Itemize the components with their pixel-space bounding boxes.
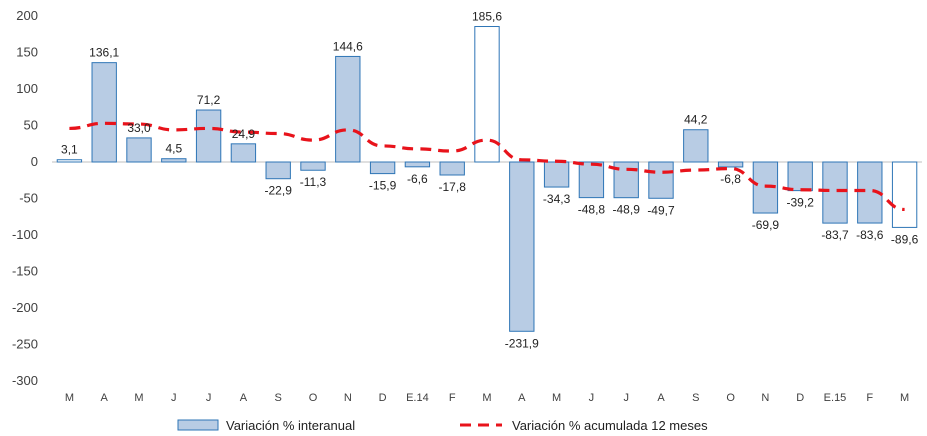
y-axis: 200 150 100 50 0 -50 -100 -150 -200 -250 -300 bbox=[12, 8, 38, 388]
x-tick-label: D bbox=[379, 392, 387, 404]
data-label: 33,0 bbox=[127, 121, 151, 135]
x-tick-label: D bbox=[796, 392, 804, 404]
bar bbox=[891, 161, 918, 228]
line-series bbox=[69, 121, 905, 212]
bar-series bbox=[56, 26, 918, 332]
data-label: -231,9 bbox=[505, 336, 539, 350]
data-label: -89,6 bbox=[891, 232, 919, 246]
data-label: -48,9 bbox=[613, 203, 641, 217]
x-tick-label: O bbox=[726, 392, 735, 404]
data-label: 24,9 bbox=[232, 127, 256, 141]
x-tick-label: J bbox=[171, 392, 177, 404]
bar bbox=[578, 161, 605, 199]
y-tick-label: -100 bbox=[12, 227, 38, 242]
bar bbox=[474, 26, 500, 163]
data-label: -34,3 bbox=[543, 192, 571, 206]
x-tick-label: M bbox=[552, 392, 561, 404]
bar bbox=[717, 161, 744, 168]
legend: Variación % interanual Variación % acumu… bbox=[177, 418, 708, 433]
x-tick-label: M bbox=[134, 392, 143, 404]
y-tick-label: -300 bbox=[12, 373, 38, 388]
y-tick-label: 0 bbox=[31, 154, 38, 169]
legend-bar-label: Variación % interanual bbox=[226, 418, 355, 433]
data-label: -49,7 bbox=[647, 203, 675, 217]
x-tick-label: J bbox=[623, 392, 629, 404]
data-label: -48,8 bbox=[578, 203, 606, 217]
x-axis: M A M J J A S O N D E.14 F M A M J J A S O N D E.15 F M bbox=[65, 392, 909, 404]
y-tick-label: -250 bbox=[12, 337, 38, 352]
data-labels: 3,1 136,1 33,0 4,5 71,2 24,9 -22,9 -11,3 144,6 -1… bbox=[61, 10, 919, 351]
x-tick-label: M bbox=[65, 392, 74, 404]
data-label: -83,6 bbox=[856, 228, 884, 242]
bar bbox=[300, 161, 326, 171]
bar bbox=[822, 161, 848, 224]
data-label: 44,2 bbox=[684, 113, 708, 127]
bar bbox=[335, 55, 361, 163]
x-tick-label: O bbox=[309, 392, 318, 404]
bar bbox=[683, 129, 709, 163]
y-tick-label: 150 bbox=[16, 45, 38, 60]
x-tick-label: J bbox=[206, 392, 212, 404]
y-tick-label: -200 bbox=[12, 300, 38, 315]
x-tick-label: E.15 bbox=[824, 392, 847, 404]
data-label: -83,7 bbox=[821, 228, 849, 242]
bar bbox=[369, 161, 396, 175]
bar bbox=[91, 62, 117, 163]
bar bbox=[161, 158, 187, 163]
data-label: -39,2 bbox=[787, 196, 815, 210]
bar bbox=[543, 161, 570, 188]
y-tick-label: 200 bbox=[16, 8, 38, 23]
bar bbox=[195, 109, 222, 163]
data-label: -22,9 bbox=[265, 184, 293, 198]
data-label: -17,8 bbox=[439, 180, 467, 194]
x-tick-label: J bbox=[589, 392, 595, 404]
x-tick-label: A bbox=[518, 392, 526, 404]
bar bbox=[439, 161, 465, 176]
x-tick-label: N bbox=[761, 392, 769, 404]
data-label: 185,6 bbox=[472, 10, 502, 24]
data-label: 136,1 bbox=[89, 46, 119, 60]
data-label: 71,2 bbox=[197, 93, 221, 107]
x-tick-label: E.14 bbox=[406, 392, 429, 404]
x-tick-label: F bbox=[449, 392, 456, 404]
cumulative-line bbox=[69, 121, 905, 212]
bar bbox=[648, 161, 674, 199]
data-label: -11,3 bbox=[300, 175, 327, 189]
legend-line-label: Variación % acumulada 12 meses bbox=[512, 418, 708, 433]
x-tick-label: A bbox=[657, 392, 665, 404]
x-tick-label: S bbox=[692, 392, 699, 404]
data-label: 3,1 bbox=[61, 143, 78, 157]
data-label: 144,6 bbox=[333, 39, 363, 53]
bar bbox=[509, 161, 535, 332]
bar bbox=[787, 161, 813, 192]
x-tick-label: M bbox=[900, 392, 909, 404]
x-tick-label: A bbox=[101, 392, 109, 404]
data-label: 4,5 bbox=[165, 142, 182, 156]
bar bbox=[265, 161, 291, 180]
bar bbox=[404, 161, 431, 168]
bar bbox=[230, 143, 257, 163]
data-label: -15,9 bbox=[369, 179, 397, 193]
x-tick-label: N bbox=[344, 392, 352, 404]
data-label: -69,9 bbox=[752, 218, 780, 232]
legend-bar-swatch bbox=[177, 419, 219, 431]
data-label: -6,8 bbox=[720, 172, 741, 186]
bar bbox=[126, 137, 152, 163]
x-tick-label: A bbox=[240, 392, 248, 404]
y-tick-label: -150 bbox=[12, 264, 38, 279]
y-tick-label: 50 bbox=[24, 118, 38, 133]
y-tick-label: 100 bbox=[16, 81, 38, 96]
data-label: -6,6 bbox=[407, 172, 428, 186]
y-tick-label: -50 bbox=[19, 191, 38, 206]
x-tick-label: M bbox=[482, 392, 491, 404]
x-tick-label: F bbox=[866, 392, 873, 404]
x-tick-label: S bbox=[275, 392, 282, 404]
bar bbox=[56, 159, 83, 163]
